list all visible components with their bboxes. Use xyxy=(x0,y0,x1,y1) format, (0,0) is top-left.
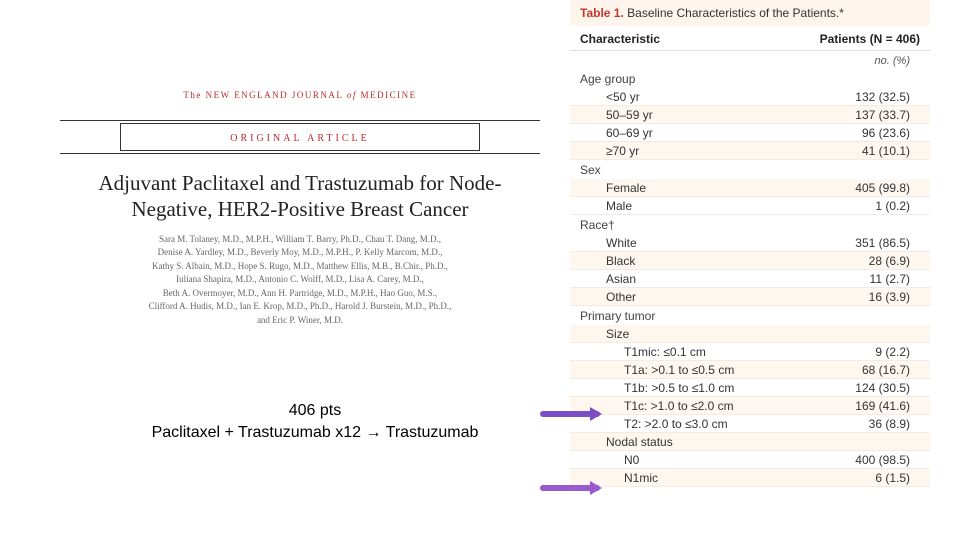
table-title: Table 1. Baseline Characteristics of the… xyxy=(570,0,930,26)
table-row: T1b: >0.5 to ≤1.0 cm124 (30.5) xyxy=(570,379,930,397)
rule-top xyxy=(60,120,540,121)
table-number: Table 1. xyxy=(580,6,624,20)
summary-line1: 406 pts xyxy=(100,400,530,422)
article-header: The NEW ENGLAND JOURNAL of MEDICINE ORIG… xyxy=(60,90,540,327)
authors-line: Clifford A. Hudis, M.D., Ian E. Krop, M.… xyxy=(80,300,520,314)
table-row: 50–59 yr137 (33.7) xyxy=(570,106,930,124)
table-row: N1mic6 (1.5) xyxy=(570,469,930,487)
journal-prefix: The xyxy=(183,90,202,100)
journal-main1: NEW ENGLAND JOURNAL xyxy=(206,90,344,100)
table-row: Black28 (6.9) xyxy=(570,252,930,270)
author-list: Sara M. Tolaney, M.D., M.P.H., William T… xyxy=(60,233,540,328)
authors-line: Sara M. Tolaney, M.D., M.P.H., William T… xyxy=(80,233,520,247)
table-row: ≥70 yr41 (10.1) xyxy=(570,142,930,160)
authors-line: Kathy S. Albain, M.D., Hope S. Rugo, M.D… xyxy=(80,260,520,274)
highlight-arrow-icon xyxy=(540,485,600,491)
units-row: no. (%) xyxy=(570,51,930,69)
summary-line2: Paclitaxel + Trastuzumab x12 → Trastuzum… xyxy=(100,422,530,444)
summary-note: 406 pts Paclitaxel + Trastuzumab x12 → T… xyxy=(100,400,530,445)
table-row: Other16 (3.9) xyxy=(570,288,930,306)
col-patients: Patients (N = 406) xyxy=(820,32,920,46)
table-row: T1mic: ≤0.1 cm9 (2.2) xyxy=(570,343,930,361)
tumor-size-label: Size xyxy=(570,325,930,343)
table-row: N0400 (98.5) xyxy=(570,451,930,469)
article-title: Adjuvant Paclitaxel and Trastuzumab for … xyxy=(70,170,530,223)
table-row: 60–69 yr96 (23.6) xyxy=(570,124,930,142)
section-label: ORIGINAL ARTICLE xyxy=(230,133,370,144)
table-row: T1c: >1.0 to ≤2.0 cm169 (41.6) xyxy=(570,397,930,415)
table-row: T2: >2.0 to ≤3.0 cm36 (8.9) xyxy=(570,415,930,433)
table-caption: Baseline Characteristics of the Patients… xyxy=(627,6,844,20)
authors-line: Denise A. Yardley, M.D., Beverly Moy, M.… xyxy=(80,246,520,260)
journal-main2: MEDICINE xyxy=(361,90,417,100)
rule-bottom xyxy=(60,153,540,154)
authors-line: Beth A. Overmoyer, M.D., Ann H. Partridg… xyxy=(80,287,520,301)
highlight-arrow-icon xyxy=(540,411,600,417)
table-row: Female405 (99.8) xyxy=(570,179,930,197)
table-row: <50 yr132 (32.5) xyxy=(570,88,930,106)
table-row: Male1 (0.2) xyxy=(570,197,930,215)
nodal-status-label: Nodal status xyxy=(570,433,930,451)
table-row: White351 (86.5) xyxy=(570,234,930,252)
table-row: Asian11 (2.7) xyxy=(570,270,930,288)
journal-name: The NEW ENGLAND JOURNAL of MEDICINE xyxy=(60,90,540,100)
journal-of: of xyxy=(347,90,357,100)
section-age: Age group xyxy=(570,69,930,88)
authors-line: Iuliana Shapira, M.D., Antonio C. Wolff,… xyxy=(80,273,520,287)
section-race: Race† xyxy=(570,215,930,234)
section-box: ORIGINAL ARTICLE xyxy=(120,123,480,151)
section-tumor: Primary tumor xyxy=(570,306,930,325)
section-sex: Sex xyxy=(570,160,930,179)
col-characteristic: Characteristic xyxy=(580,32,660,46)
authors-line: and Eric P. Winer, M.D. xyxy=(80,314,520,328)
baseline-table: Table 1. Baseline Characteristics of the… xyxy=(570,0,930,487)
table-header: Characteristic Patients (N = 406) xyxy=(570,26,930,51)
table-row: T1a: >0.1 to ≤0.5 cm68 (16.7) xyxy=(570,361,930,379)
